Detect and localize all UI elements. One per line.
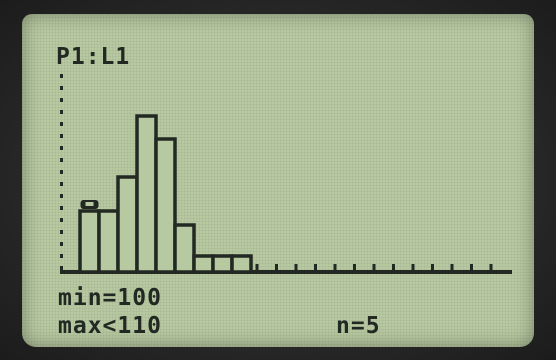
y-axis-dot: [60, 98, 63, 102]
y-axis-dot: [60, 86, 63, 90]
x-axis-tick: [255, 264, 259, 272]
x-axis-tick: [294, 264, 298, 272]
x-axis-tick: [333, 264, 337, 272]
y-axis-dot: [60, 266, 63, 270]
trace-cursor-window: [85, 202, 94, 206]
y-axis-dot: [60, 254, 63, 258]
y-axis-dot: [60, 158, 63, 162]
x-axis-tick: [392, 264, 395, 272]
trace-cursor-icon: [80, 200, 99, 209]
x-axis-tick: [470, 264, 473, 272]
y-axis-dot: [60, 134, 63, 138]
histogram-bar: [211, 254, 234, 274]
histogram-bars: [78, 114, 253, 274]
y-axis-dot: [60, 242, 63, 246]
x-axis-tick: [431, 264, 434, 272]
histogram-plot: [60, 74, 512, 274]
histogram-bar: [154, 137, 177, 274]
x-axis-tick: [353, 264, 356, 272]
y-axis-dot: [60, 182, 63, 186]
histogram-bar: [173, 223, 196, 274]
plot-label: P1:L1: [56, 44, 131, 70]
y-axis-dot: [60, 146, 63, 150]
x-axis-tick: [411, 264, 415, 272]
x-axis-tick: [314, 264, 317, 272]
stat-n: n=5: [336, 313, 381, 339]
y-axis-dot: [60, 218, 63, 222]
x-axis-tick: [489, 264, 493, 272]
y-axis-dot: [60, 230, 63, 234]
x-axis-tick: [372, 264, 376, 272]
y-axis-dot: [60, 194, 63, 198]
stat-min: min=100: [58, 285, 162, 311]
histogram-bar: [135, 114, 158, 274]
x-axis-tick: [275, 264, 278, 272]
histogram-bar: [192, 254, 215, 274]
y-axis-dot: [60, 74, 63, 78]
y-axis: [60, 74, 63, 270]
stat-max: max<110: [58, 313, 162, 339]
y-axis-dot: [60, 110, 63, 114]
y-axis-dot: [60, 122, 63, 126]
histogram-bar: [116, 175, 139, 274]
histogram-bar: [230, 254, 253, 274]
histogram-bar: [97, 209, 120, 274]
y-axis-dot: [60, 206, 63, 210]
lcd-screen: P1:L1 min=100 max<110 n=5: [22, 14, 534, 347]
x-axis-tick: [450, 264, 454, 272]
histogram-bar: [78, 209, 101, 274]
y-axis-dot: [60, 170, 63, 174]
